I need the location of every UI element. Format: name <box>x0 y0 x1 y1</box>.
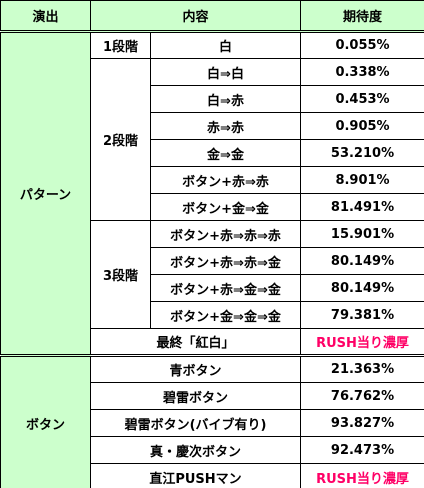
table-row: ボタン 青ボタン 21.363% <box>0 354 424 488</box>
content-cell: ボタン+金⇒金⇒金 <box>149 301 302 329</box>
table-row: 赤⇒赤 0.905% <box>1 112 424 140</box>
header-cell: 内容 <box>89 0 302 32</box>
value-cell: 8.901% <box>300 166 424 194</box>
table-row: ボタン+赤⇒赤⇒金 80.149% <box>1 247 424 275</box>
content-cell: ボタン+金⇒金 <box>149 193 302 221</box>
table-row: 真・慶次ボタン 92.473% <box>1 436 424 464</box>
table-row: パターン 1段階白 0.055% <box>0 30 424 356</box>
content-cell: 白⇒白 <box>149 58 302 86</box>
value-cell: RUSH当り濃厚 <box>300 463 424 488</box>
value-cell: 0.055% <box>300 30 424 59</box>
content-cell: 碧雷ボタン(バイブ有り) <box>89 409 302 437</box>
content-cell: 直江PUSHマン <box>89 463 302 488</box>
table-row: 3段階 ボタン+赤⇒赤⇒赤 15.901% <box>1 220 424 329</box>
stage-cell: 2段階 <box>90 58 151 221</box>
value-cell: 53.210% <box>300 139 424 167</box>
content-cell: 青ボタン <box>89 354 302 383</box>
content-cell: ボタン+赤⇒赤 <box>149 166 302 194</box>
header-cell: 演出 <box>0 0 91 32</box>
value-cell: RUSH当り濃厚 <box>300 328 424 356</box>
section-cell: ボタン <box>0 354 91 488</box>
content-cell: 金⇒金 <box>149 139 302 167</box>
value-cell: 92.473% <box>300 436 424 464</box>
value-cell: 76.762% <box>300 382 424 410</box>
content-cell: ボタン+赤⇒金⇒金 <box>149 274 302 302</box>
value-cell: 81.491% <box>300 193 424 221</box>
content-cell: 白 <box>149 30 302 59</box>
content-cell: 最終「紅白」 <box>89 328 302 356</box>
table-row: 直江PUSHマン RUSH当り濃厚 <box>1 463 424 488</box>
table-row: ボタン+赤⇒赤 8.901% <box>1 166 424 194</box>
table-row: 金⇒金 53.210% <box>1 139 424 167</box>
value-cell: 79.381% <box>300 301 424 329</box>
content-cell: 真・慶次ボタン <box>89 436 302 464</box>
content-cell: 碧雷ボタン <box>89 382 302 410</box>
table-row: 白⇒赤 0.453% <box>1 85 424 113</box>
content-cell: ボタン+赤⇒赤⇒赤 <box>149 220 302 248</box>
content-cell: 白⇒赤 <box>149 85 302 113</box>
value-cell: 0.338% <box>300 58 424 86</box>
value-cell: 93.827% <box>300 409 424 437</box>
header-cell: 期待度 <box>300 0 424 32</box>
value-cell: 0.453% <box>300 85 424 113</box>
table-row: 碧雷ボタン 76.762% <box>1 382 424 410</box>
table-body: パターン 1段階白 0.055% 2段階 白⇒白 0.338% 白⇒赤 0.453% 赤⇒赤 0.… <box>0 30 424 488</box>
stage-cell: 1段階 <box>90 30 151 59</box>
table-row: 最終「紅白」 RUSH当り濃厚 <box>1 328 424 356</box>
value-cell: 21.363% <box>300 354 424 383</box>
content-cell: ボタン+赤⇒赤⇒金 <box>149 247 302 275</box>
table-row: 碧雷ボタン(バイブ有り) 93.827% <box>1 409 424 437</box>
stage-cell: 3段階 <box>90 220 151 329</box>
value-cell: 15.901% <box>300 220 424 248</box>
value-cell: 0.905% <box>300 112 424 140</box>
header-row: 演出 内容 期待度 <box>0 0 424 32</box>
value-cell: 80.149% <box>300 274 424 302</box>
content-cell: 赤⇒赤 <box>149 112 302 140</box>
table-row: ボタン+金⇒金 81.491% <box>1 193 424 221</box>
value-cell: 80.149% <box>300 247 424 275</box>
table-row: ボタン+赤⇒金⇒金 80.149% <box>1 274 424 302</box>
section-cell: パターン <box>0 30 91 356</box>
table-row: ボタン+金⇒金⇒金 79.381% <box>1 301 424 329</box>
